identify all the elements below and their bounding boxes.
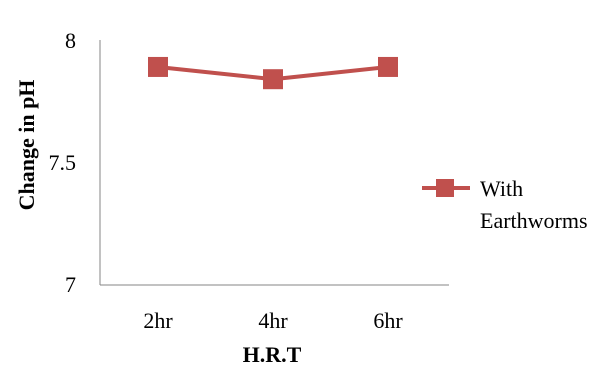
data-point-4hr — [263, 69, 283, 90]
data-point-6hr — [378, 56, 398, 77]
legend-label-line-1: With — [480, 176, 523, 201]
y-tick-label-7: 7 — [65, 272, 76, 297]
x-tick-label-6hr: 6hr — [373, 308, 403, 333]
legend-marker — [436, 179, 454, 197]
y-axis-title: Change in pH — [14, 80, 39, 211]
data-point-2hr — [148, 56, 168, 77]
series-with-earthworms — [148, 56, 398, 90]
y-tick-label-7-5: 7.5 — [49, 150, 77, 175]
legend: With Earthworms — [422, 176, 588, 233]
legend-label-line-2: Earthworms — [480, 208, 588, 233]
x-tick-label-4hr: 4hr — [258, 308, 288, 333]
y-tick-label-8: 8 — [65, 28, 76, 53]
x-tick-label-2hr: 2hr — [143, 308, 173, 333]
x-axis-title: H.R.T — [243, 342, 302, 367]
